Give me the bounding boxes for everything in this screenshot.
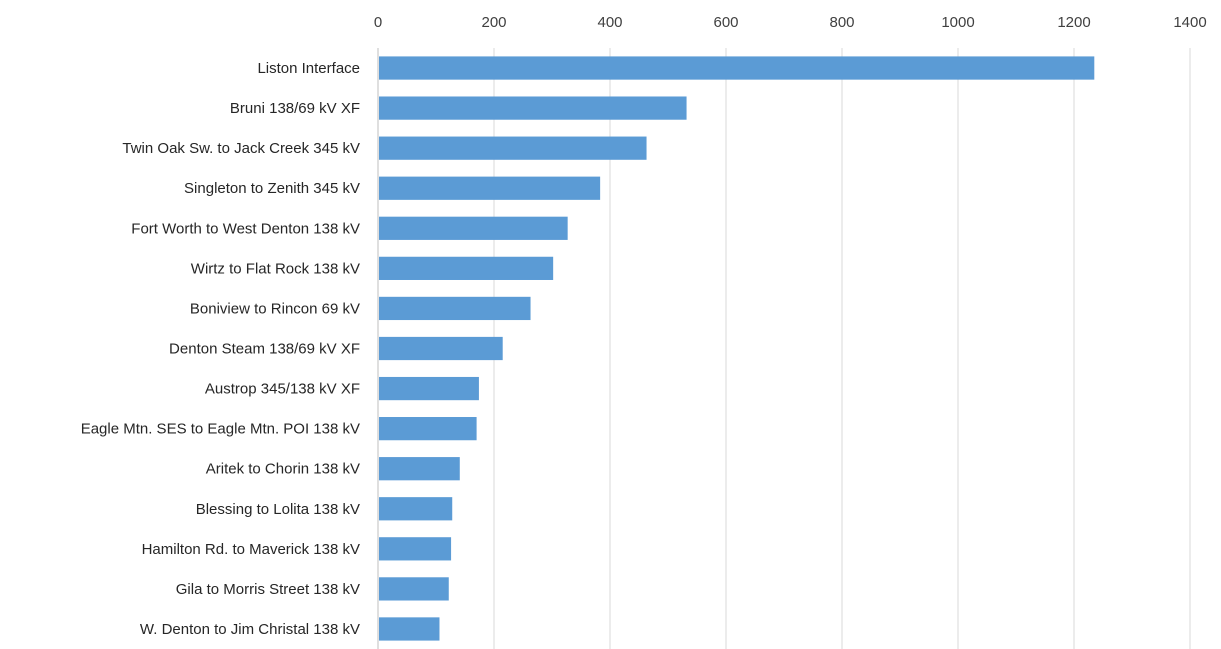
category-label: Eagle Mtn. SES to Eagle Mtn. POI 138 kV [81,421,360,438]
category-label: Fort Worth to West Denton 138 kV [131,220,360,237]
bar [379,457,460,481]
bar [379,176,601,200]
bars [379,56,1095,641]
x-tick-label: 200 [481,14,506,31]
category-label: Singleton to Zenith 345 kV [184,180,360,197]
x-tick-label: 600 [713,14,738,31]
bar [379,256,554,280]
category-label: Wirtz to Flat Rock 138 kV [191,260,360,277]
category-label: Blessing to Lolita 138 kV [196,501,360,518]
x-tick-label: 1000 [941,14,974,31]
bar [379,56,1095,80]
bar [379,136,647,160]
category-label: Denton Steam 138/69 kV XF [169,341,360,358]
bar [379,96,687,120]
bar [379,537,452,561]
x-tick-label: 800 [829,14,854,31]
bar [379,336,503,361]
category-labels: Liston Interface Bruni 138/69 kV XF Twin O… [81,60,360,638]
category-label: Liston Interface [257,60,360,77]
x-tick-label: 0 [374,14,382,31]
bar [379,497,453,521]
x-tick-label: 400 [597,14,622,31]
bar [379,376,479,401]
category-label: Aritek to Chorin 138 kV [206,461,360,478]
bar [379,296,531,321]
bar [379,216,568,240]
category-label: Bruni 138/69 kV XF [230,100,360,117]
category-label: Boniview to Rincon 69 kV [190,300,360,317]
bar [379,617,440,641]
category-label: Twin Oak Sw. to Jack Creek 345 kV [122,140,360,157]
category-label: Austrop 345/138 kV XF [205,381,360,398]
category-label: Gila to Morris Street 138 kV [176,581,360,598]
x-axis-tick-labels: 0 200 400 600 800 1000 1200 1400 [374,14,1207,31]
category-label: W. Denton to Jim Christal 138 kV [140,621,360,638]
category-label: Hamilton Rd. to Maverick 138 kV [142,541,360,558]
bar [379,417,477,441]
x-tick-label: 1400 [1173,14,1206,31]
x-tick-label: 1200 [1057,14,1090,31]
bar [379,577,449,601]
